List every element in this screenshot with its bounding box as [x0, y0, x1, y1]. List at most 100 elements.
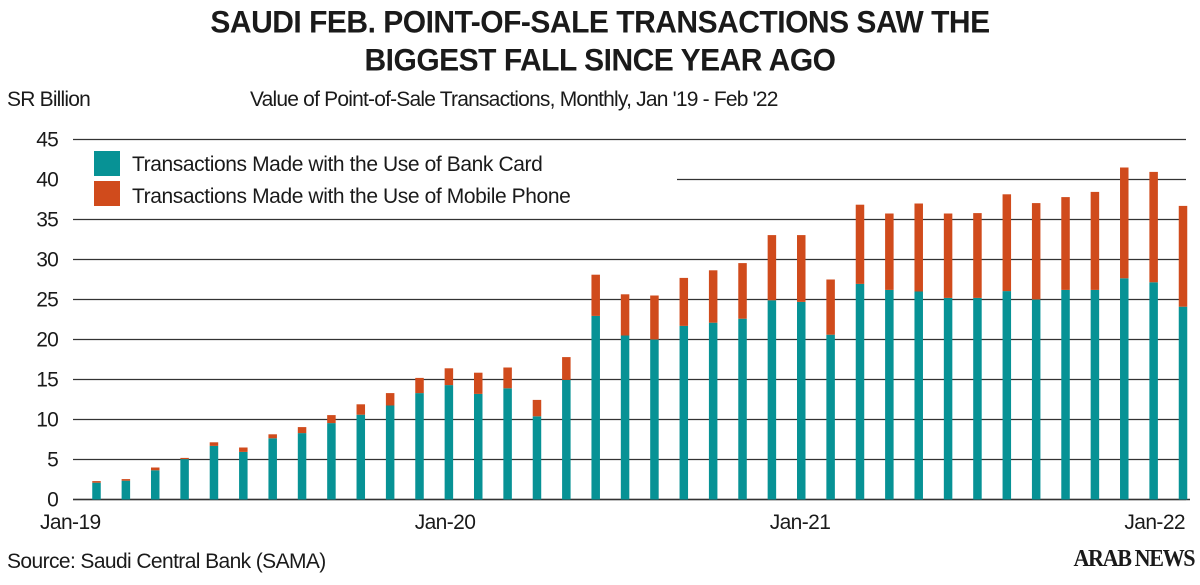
chart-title: SAUDI FEB. POINT-OF-SALE TRANSACTIONS SA…: [0, 4, 1200, 80]
bar-mobile-phone-Apr-19: [180, 457, 189, 460]
y-axis-unit-label: SR Billion: [7, 88, 91, 111]
y-tick-label: 35: [36, 209, 58, 232]
bar-mobile-phone-Jul-21: [973, 213, 982, 298]
arab-news-logo: ARAB NEWS: [1073, 546, 1195, 572]
bar-mobile-phone-Jun-19: [239, 447, 248, 452]
bar-mobile-phone-Dec-21: [1120, 167, 1129, 279]
bar-bank-card-Jul-21: [973, 297, 982, 500]
bar-mobile-phone-Nov-20: [738, 263, 747, 319]
x-tick-label: Jan-19: [40, 511, 101, 534]
bar-mobile-phone-Jan-22: [1149, 171, 1158, 283]
chart-title-line-1: SAUDI FEB. POINT-OF-SALE TRANSACTIONS SA…: [210, 5, 990, 40]
bar-bank-card-Jan-21: [797, 301, 806, 500]
legend-label-bank-card: Transactions Made with the Use of Bank C…: [132, 153, 542, 176]
bar-mobile-phone-Oct-20: [708, 270, 718, 323]
bar-bank-card-Dec-21: [1120, 278, 1129, 500]
bar-bank-card-Apr-19: [180, 459, 189, 500]
bar-mobile-phone-Sep-21: [1031, 203, 1041, 300]
bar-mobile-phone-Aug-19: [297, 427, 307, 434]
bar-mobile-phone-Feb-19: [121, 479, 131, 481]
bar-bank-card-May-19: [209, 445, 219, 500]
bar-bank-card-May-20: [562, 379, 571, 500]
y-tick-label: 10: [36, 409, 58, 432]
bar-mobile-phone-Nov-19: [385, 393, 395, 406]
bar-bank-card-Oct-19: [356, 414, 366, 500]
legend-swatch-mobile-phone: [94, 181, 120, 206]
bar-bank-card-Feb-21: [826, 334, 835, 500]
source-note: Source: Saudi Central Bank (SAMA): [7, 550, 326, 573]
bar-bank-card-Jun-21: [943, 297, 953, 500]
x-axis-ticks: Jan-19 Jan-20 Jan-21 Jan-22: [40, 511, 1186, 534]
y-tick-label: 40: [36, 169, 58, 192]
bar-mobile-phone-Oct-19: [356, 404, 366, 415]
bar-mobile-phone-Mar-21: [855, 204, 865, 284]
bar-mobile-phone-May-21: [914, 203, 923, 292]
bar-mobile-phone-Jan-20: [444, 368, 454, 386]
chart-title-line-2: BIGGEST FALL SINCE YEAR AGO: [364, 43, 836, 78]
bar-bank-card-Feb-22: [1178, 306, 1188, 500]
bar-bank-card-Jun-19: [239, 451, 248, 500]
x-tick-label: Jan-20: [415, 511, 476, 534]
legend-swatch-bank-card: [94, 151, 120, 176]
chart-subtitle: Value of Point-of-Sale Transactions, Mon…: [250, 88, 778, 111]
bar-bank-card-Jan-19: [92, 482, 101, 500]
bar-bank-card-Apr-21: [885, 289, 894, 500]
bar-mobile-phone-Jul-19: [268, 434, 277, 439]
bar-bank-card-Feb-19: [121, 480, 131, 500]
x-tick-label: Jan-21: [770, 511, 831, 534]
bar-bank-card-Feb-20: [473, 393, 483, 500]
bar-bank-card-Nov-21: [1090, 289, 1100, 500]
bar-bank-card-Mar-21: [855, 283, 865, 500]
bar-mobile-phone-Jul-20: [620, 294, 630, 336]
bar-mobile-phone-Feb-21: [826, 279, 835, 335]
y-tick-label: 45: [36, 129, 58, 152]
y-tick-label: 15: [36, 369, 58, 392]
bar-bank-card-Oct-20: [708, 322, 718, 500]
bar-bank-card-Jul-20: [620, 335, 630, 500]
bar-bank-card-Nov-20: [738, 318, 747, 500]
bar-mobile-phone-May-20: [562, 357, 571, 380]
bar-bank-card-Jun-20: [591, 315, 600, 500]
bar-bank-card-Jan-22: [1149, 282, 1158, 500]
legend-label-mobile-phone: Transactions Made with the Use of Mobile…: [132, 185, 570, 208]
bars: [92, 167, 1188, 500]
bar-bank-card-Mar-19: [150, 470, 160, 500]
legend: Transactions Made with the Use of Bank C…: [94, 151, 571, 208]
bar-mobile-phone-Mar-20: [503, 367, 512, 389]
bar-mobile-phone-Aug-21: [1002, 194, 1012, 292]
bar-mobile-phone-Sep-19: [327, 415, 336, 424]
bar-bank-card-Aug-19: [297, 433, 307, 500]
bar-bank-card-Dec-19: [415, 393, 424, 500]
bar-mobile-phone-Sep-20: [679, 277, 689, 326]
bar-mobile-phone-Feb-22: [1178, 205, 1188, 307]
bar-mobile-phone-Oct-21: [1061, 197, 1070, 290]
bar-mobile-phone-Aug-20: [650, 295, 659, 340]
bar-bank-card-Nov-19: [385, 405, 395, 500]
bar-bank-card-May-21: [914, 291, 923, 500]
bar-mobile-phone-Nov-21: [1090, 191, 1100, 290]
bar-bank-card-Aug-20: [650, 339, 659, 500]
bar-bank-card-Apr-20: [532, 416, 542, 500]
bar-mobile-phone-Apr-21: [885, 213, 894, 290]
bar-bank-card-Aug-21: [1002, 291, 1012, 500]
y-tick-label: 30: [36, 249, 58, 272]
bar-mobile-phone-Dec-20: [767, 235, 777, 301]
bar-bank-card-Dec-20: [767, 300, 777, 500]
bar-bank-card-Mar-20: [503, 388, 512, 500]
y-tick-label: 5: [47, 449, 58, 472]
y-tick-label: 0: [47, 489, 58, 512]
y-tick-label: 20: [36, 329, 58, 352]
bar-mobile-phone-Jan-19: [92, 481, 101, 483]
bar-mobile-phone-Jan-21: [797, 235, 806, 302]
x-tick-label: Jan-22: [1124, 511, 1185, 534]
bar-mobile-phone-May-19: [209, 442, 219, 446]
y-axis-ticks: 0 5 10 15 20 25 30 35 40 45: [36, 129, 59, 512]
bar-mobile-phone-Dec-19: [415, 377, 424, 394]
bar-mobile-phone-Jun-21: [943, 213, 953, 298]
y-tick-label: 25: [36, 289, 58, 312]
bar-mobile-phone-Mar-19: [150, 467, 160, 471]
bar-bank-card-Jul-19: [268, 438, 277, 500]
bar-bank-card-Sep-19: [327, 423, 336, 500]
bar-mobile-phone-Jun-20: [591, 274, 600, 316]
